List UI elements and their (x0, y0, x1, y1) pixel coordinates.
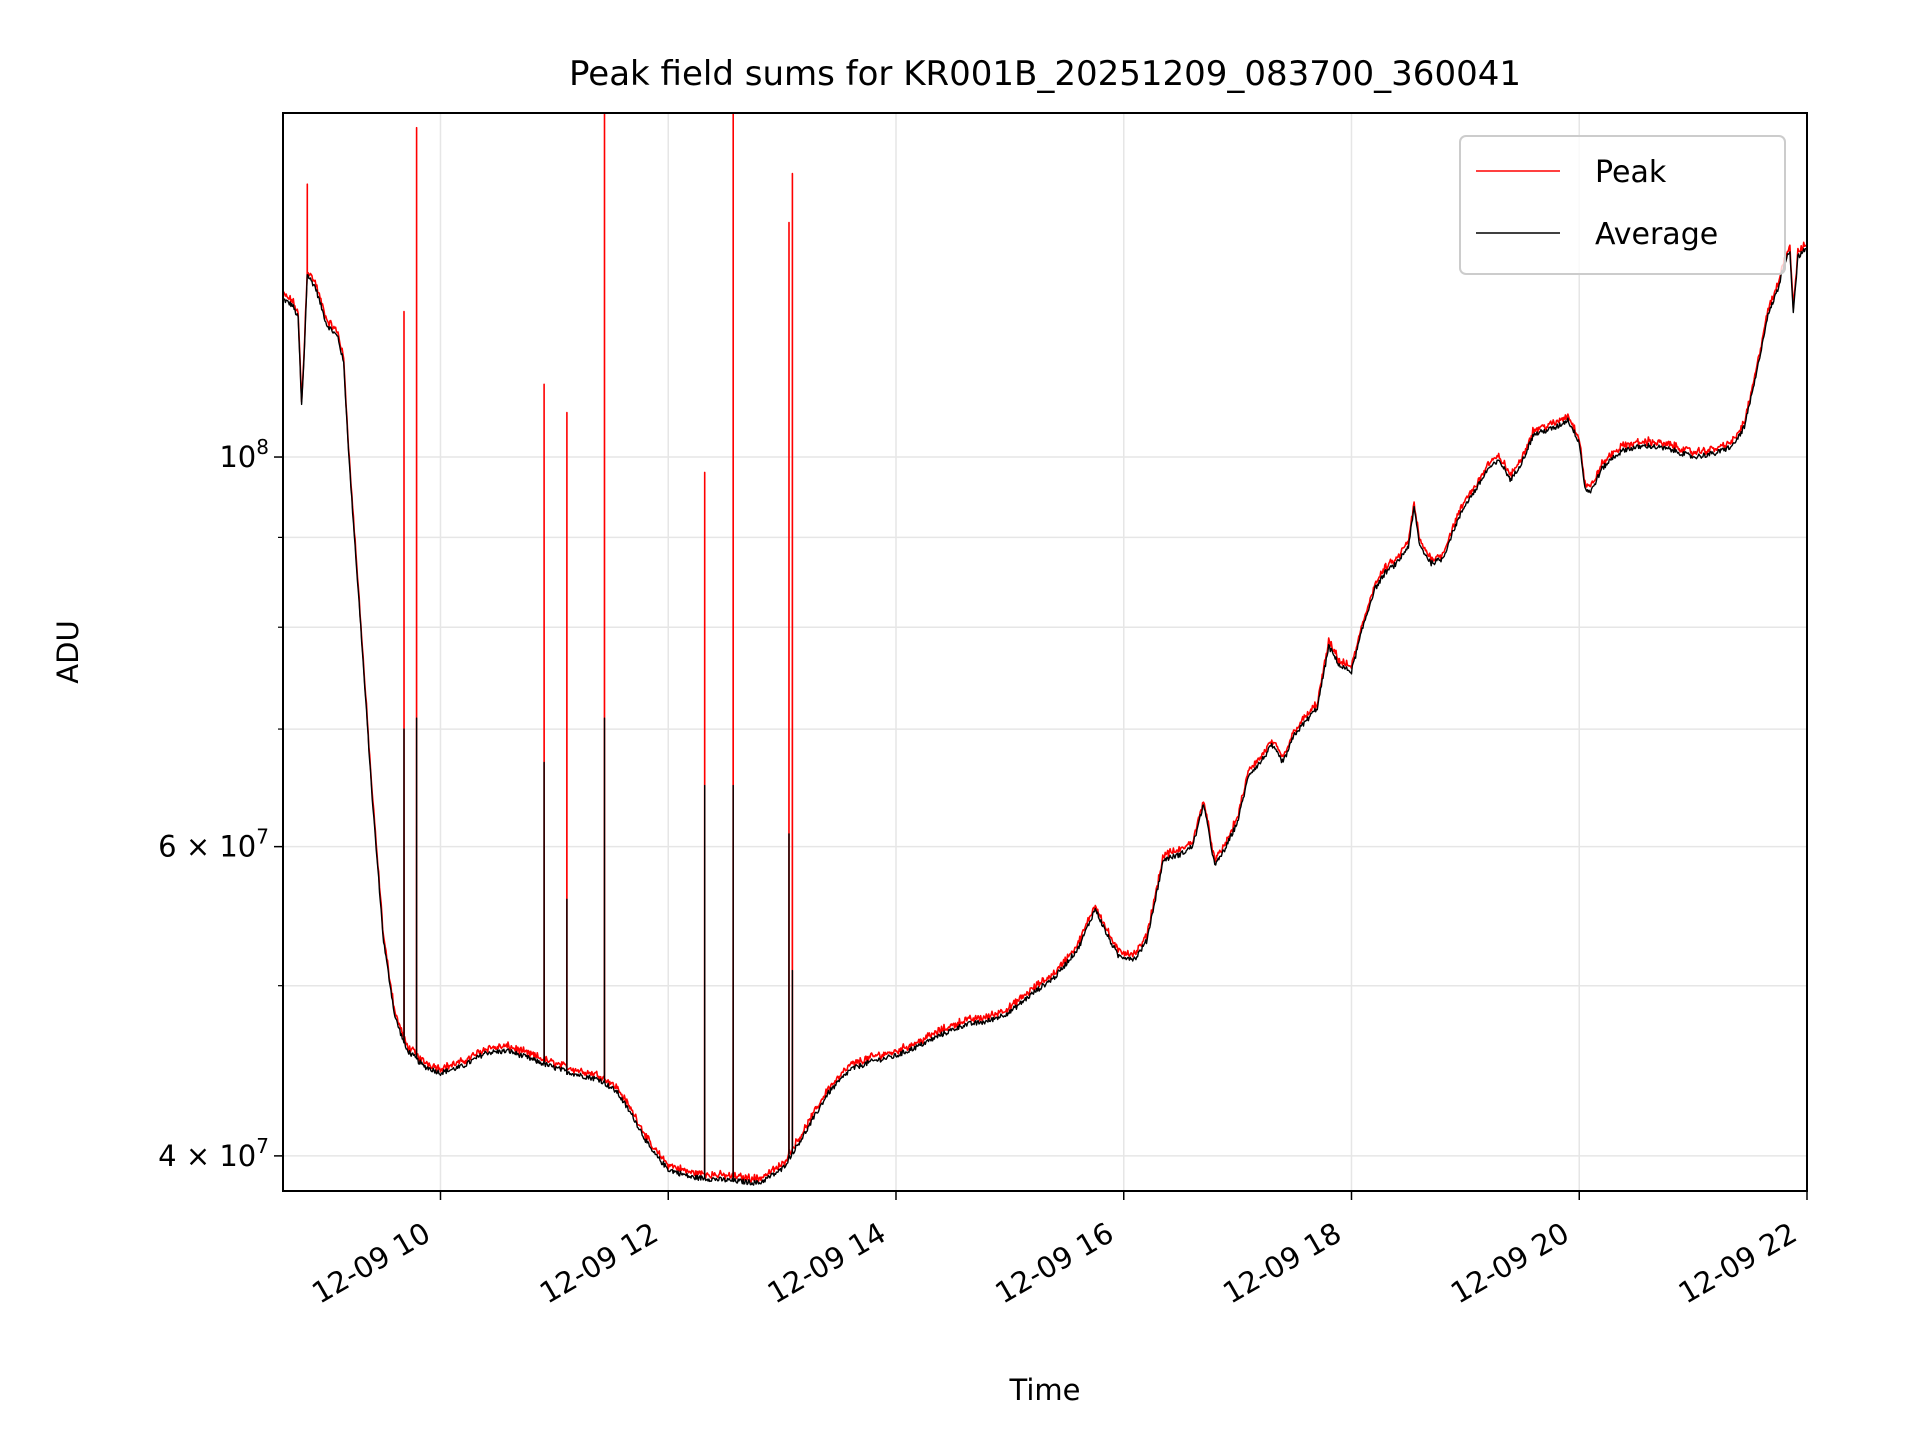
y-tick-label: 108 (219, 435, 269, 474)
plot-frame (282, 112, 1808, 1192)
average-series-line (283, 247, 1807, 1186)
legend-peak-label: Peak (1595, 155, 1667, 190)
peak-series-line (283, 113, 1807, 1183)
legend-average-label: Average (1595, 217, 1718, 252)
y-axis-label: ADU (51, 620, 85, 683)
legend: Peak Average (1459, 135, 1786, 275)
chart-title: Peak field sums for KR001B_20251209_0837… (569, 54, 1521, 94)
y-tick-label: 4 × 107 (158, 1134, 269, 1173)
series-layer (283, 113, 1807, 1186)
x-axis-label: Time (1009, 1373, 1081, 1407)
y-tick-label: 6 × 107 (158, 825, 269, 864)
